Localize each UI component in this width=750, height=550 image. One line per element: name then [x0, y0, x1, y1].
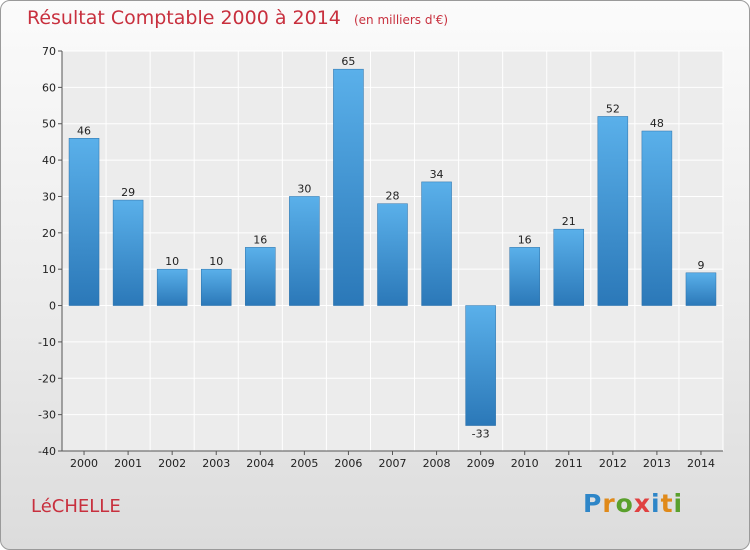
value-label: 28: [386, 190, 400, 203]
x-tick-label: 2006: [334, 457, 362, 470]
value-label: 29: [121, 186, 135, 199]
chart-unit: (en milliers d'€): [353, 13, 449, 27]
y-tick-label: 40: [42, 154, 56, 167]
logo-letter: r: [602, 489, 616, 518]
chart-title: Résultat Comptable 2000 à 2014: [27, 7, 341, 29]
value-label: 10: [165, 255, 179, 268]
x-tick-label: 2005: [290, 457, 318, 470]
y-tick-label: -10: [38, 336, 56, 349]
bar: [597, 116, 629, 306]
value-label: 30: [297, 182, 311, 195]
logo-letter: t: [660, 489, 674, 518]
value-label: 34: [430, 168, 444, 181]
value-label: -33: [472, 428, 490, 441]
x-tick-label: 2008: [423, 457, 451, 470]
commune-name: LéCHELLE: [31, 496, 121, 517]
y-tick-label: -30: [38, 409, 56, 422]
bar: [685, 272, 717, 306]
logo-letter: x: [633, 489, 651, 518]
value-label: 16: [253, 233, 267, 246]
x-tick-label: 2004: [246, 457, 274, 470]
value-label: 10: [209, 255, 223, 268]
bar: [156, 268, 188, 306]
bar: [112, 199, 144, 306]
logo-letter: i: [673, 489, 684, 518]
value-label: 65: [341, 55, 355, 68]
y-tick-label: 30: [42, 190, 56, 203]
y-tick-label: 70: [42, 45, 56, 58]
value-label: 16: [518, 233, 532, 246]
bar: [289, 196, 320, 306]
y-tick-label: -20: [38, 372, 56, 385]
logo-letter: i: [651, 489, 661, 518]
logo-letter: o: [615, 489, 634, 518]
bar: [245, 247, 276, 306]
x-tick-label: 2014: [687, 457, 715, 470]
bar: [333, 68, 364, 306]
y-tick-label: 50: [42, 118, 56, 131]
value-label: 21: [562, 215, 576, 228]
y-tick-label: 60: [42, 81, 56, 94]
bar: [509, 247, 540, 306]
bar: [421, 181, 452, 306]
x-tick-label: 2007: [379, 457, 407, 470]
x-tick-label: 2009: [467, 457, 495, 470]
bar: [641, 130, 673, 306]
proxiti-logo[interactable]: Proxiti: [583, 489, 683, 518]
x-tick-label: 2000: [70, 457, 98, 470]
value-label: 52: [606, 102, 620, 115]
x-tick-label: 2012: [599, 457, 627, 470]
bar: [465, 305, 496, 426]
logo-letter: P: [583, 489, 603, 518]
x-tick-label: 2001: [114, 457, 142, 470]
value-label: 9: [697, 259, 704, 272]
y-tick-label: 20: [42, 227, 56, 240]
value-label: 46: [77, 124, 91, 137]
chart-title-block: Résultat Comptable 2000 à 2014 (en milli…: [27, 7, 448, 29]
y-tick-label: 10: [42, 263, 56, 276]
x-tick-label: 2010: [511, 457, 539, 470]
bar: [377, 203, 408, 306]
y-tick-label: 0: [49, 300, 56, 313]
bar: [68, 138, 100, 306]
x-tick-label: 2011: [555, 457, 583, 470]
y-tick-label: -40: [38, 445, 56, 458]
bar: [200, 268, 232, 306]
bar: [553, 228, 585, 306]
x-tick-label: 2013: [643, 457, 671, 470]
x-tick-label: 2003: [202, 457, 230, 470]
value-label: 48: [650, 117, 664, 130]
x-tick-label: 2002: [158, 457, 186, 470]
